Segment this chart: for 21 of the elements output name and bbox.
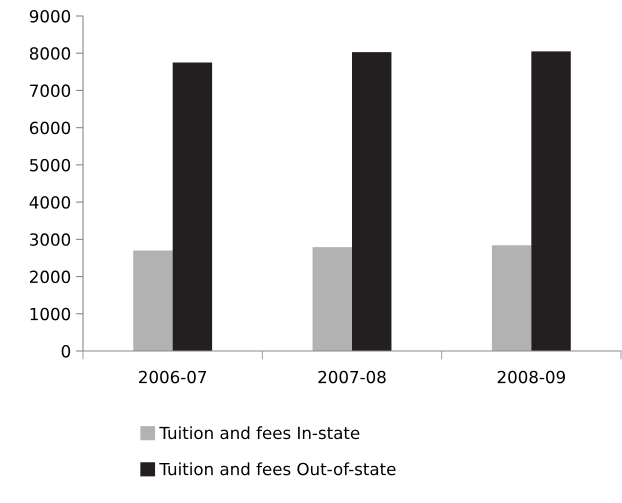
x-tick-label: 2008-09 (498, 370, 565, 384)
y-tick-label: 4000 (30, 196, 70, 209)
y-tick-label: 1000 (30, 308, 70, 320)
x-tick-label: 2006-07 (139, 370, 206, 384)
bar (352, 52, 392, 351)
bar (312, 247, 352, 351)
y-tick-label: 6000 (30, 122, 70, 134)
y-tick-label: 0 (62, 344, 70, 358)
y-tick-label: 2000 (30, 270, 70, 284)
bar (492, 245, 532, 351)
bar (133, 250, 173, 351)
y-tick-label: 8000 (30, 47, 70, 60)
y-tick-label: 3000 (30, 233, 70, 246)
y-tick-label: 7000 (30, 84, 70, 98)
legend-label: Tuition and fees In-state (159, 426, 360, 440)
y-tick-label: 9000 (30, 10, 70, 23)
legend-label: Tuition and fees Out-of-state (159, 462, 396, 476)
bar (531, 51, 571, 351)
x-tick-label: 2007-08 (318, 370, 386, 384)
bar (172, 62, 212, 351)
y-tick-label: 5000 (30, 158, 70, 172)
